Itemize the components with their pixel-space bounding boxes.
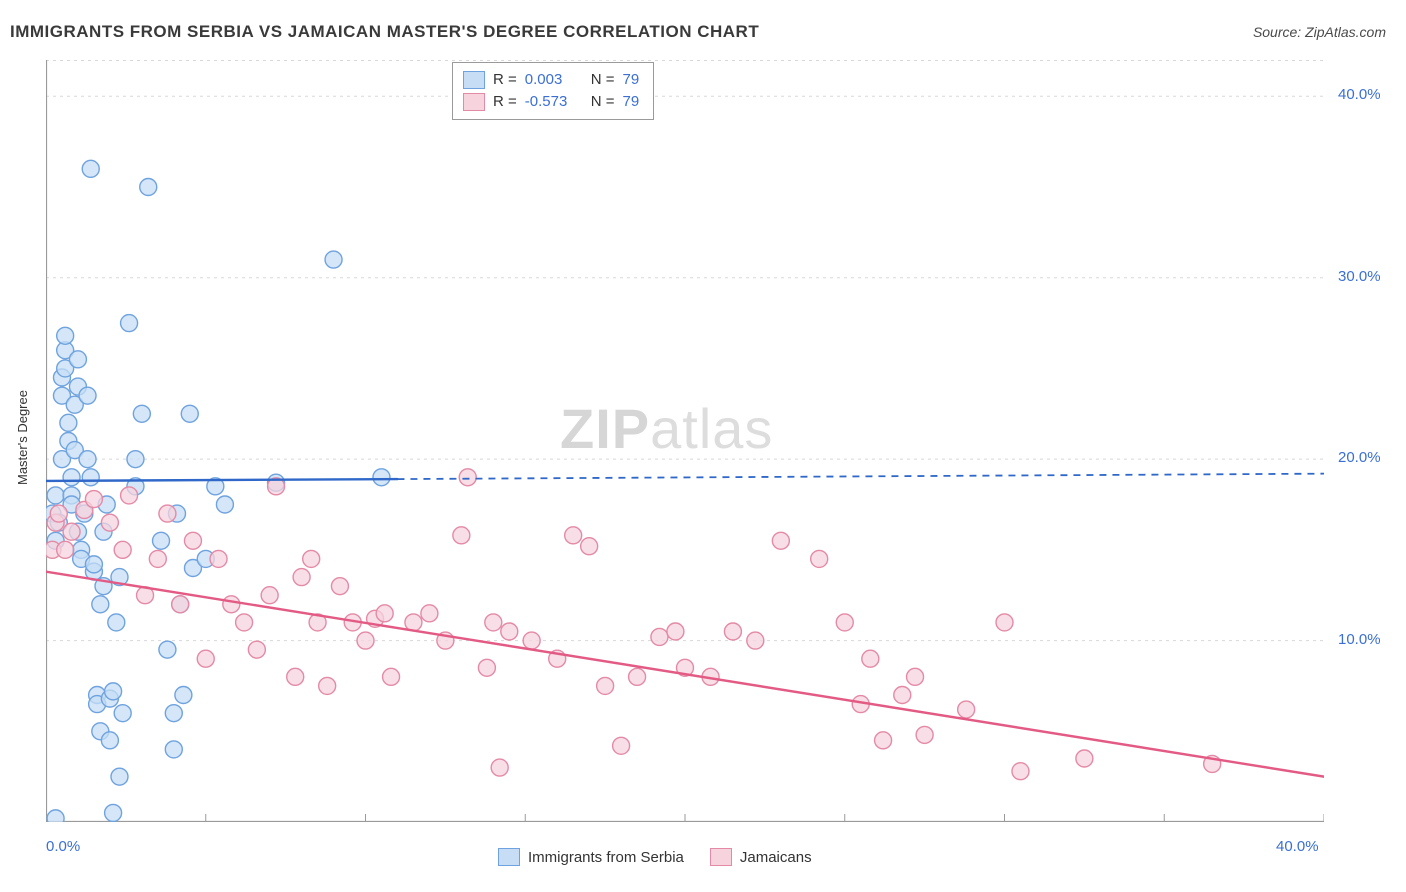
legend-r-value: 0.003 (525, 69, 583, 91)
x-tick-label: 40.0% (1276, 838, 1319, 855)
y-axis-label: Master's Degree (15, 390, 30, 485)
legend-swatch (498, 848, 520, 866)
legend-label: Jamaicans (740, 849, 812, 866)
legend-n-label: N = (591, 91, 615, 113)
legend-n-value: 79 (623, 69, 640, 91)
legend-swatch (710, 848, 732, 866)
y-tick-label: 20.0% (1338, 449, 1381, 466)
legend-swatch (463, 93, 485, 111)
y-tick-label: 10.0% (1338, 631, 1381, 648)
correlation-legend: R = 0.003 N = 79 R = -0.573 N = 79 (452, 62, 654, 120)
scatter-plot-svg (46, 60, 1324, 822)
legend-r-value: -0.573 (525, 91, 583, 113)
legend-n-value: 79 (623, 91, 640, 113)
legend-n-label: N = (591, 69, 615, 91)
legend-r-label: R = (493, 69, 517, 91)
series-legend: Immigrants from Serbia Jamaicans (498, 848, 812, 866)
y-tick-label: 40.0% (1338, 86, 1381, 103)
legend-row-jamaica: R = -0.573 N = 79 (463, 91, 639, 113)
legend-item-jamaica: Jamaicans (710, 848, 812, 866)
legend-swatch (463, 71, 485, 89)
legend-label: Immigrants from Serbia (528, 849, 684, 866)
legend-row-serbia: R = 0.003 N = 79 (463, 69, 639, 91)
x-tick-label: 0.0% (46, 838, 80, 855)
y-tick-label: 30.0% (1338, 268, 1381, 285)
source-attribution: Source: ZipAtlas.com (1253, 24, 1386, 40)
legend-r-label: R = (493, 91, 517, 113)
plot-area (46, 60, 1324, 822)
chart-title: IMMIGRANTS FROM SERBIA VS JAMAICAN MASTE… (10, 22, 759, 42)
chart-stage: IMMIGRANTS FROM SERBIA VS JAMAICAN MASTE… (0, 0, 1406, 892)
legend-item-serbia: Immigrants from Serbia (498, 848, 684, 866)
